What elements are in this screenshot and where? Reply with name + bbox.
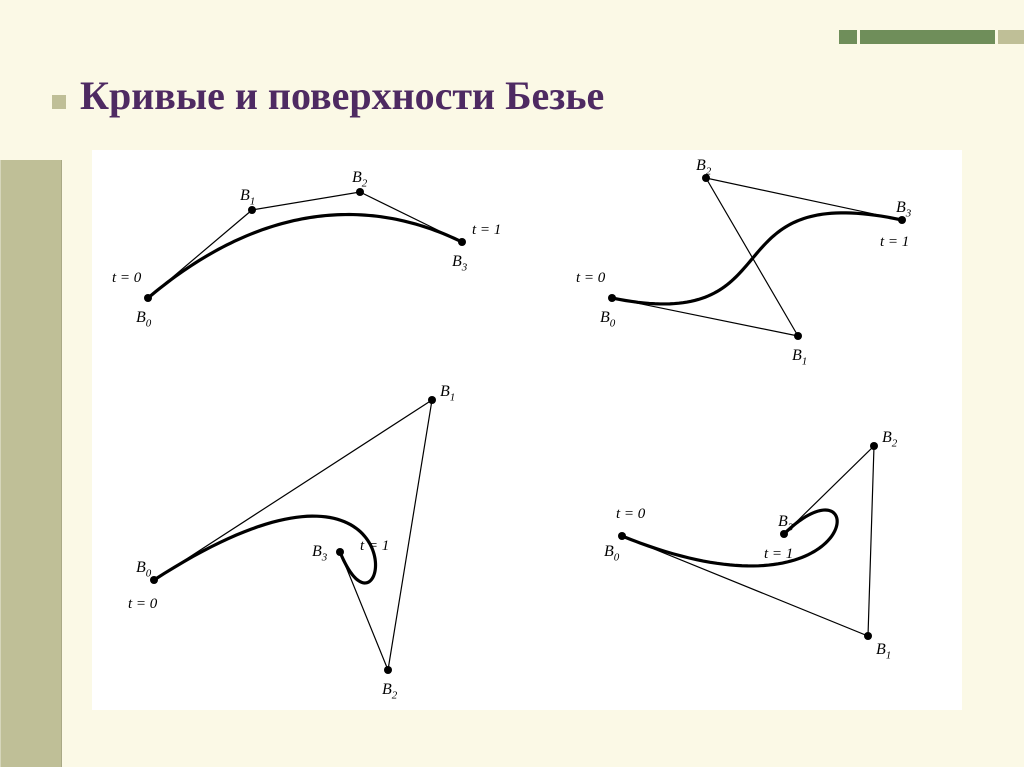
- d2-label-2: B2: [696, 157, 712, 177]
- d1-label-0: B0: [136, 309, 152, 329]
- d1-label-1: B1: [240, 187, 255, 207]
- d1-point-0: [144, 294, 152, 302]
- d3-point-1: [428, 396, 436, 404]
- d1-point-3: [458, 238, 466, 246]
- d4-label-1: B1: [876, 641, 891, 661]
- d3-control-polygon: [154, 400, 432, 670]
- slide-title: Кривые и поверхности Безье: [80, 72, 604, 119]
- d3: B0 B1 B2 B3 t = 0 t = 1: [128, 383, 455, 701]
- d3-point-3: [336, 548, 344, 556]
- d2-label-0: B0: [600, 309, 616, 329]
- d4-label-2: B2: [882, 429, 898, 449]
- accent-bar-2: [860, 30, 996, 44]
- d4: B0B1B2B3t = 0t = 1: [604, 429, 898, 661]
- bezier-figure: B0 B1 B2 B3 t = 0 t = 1 B0 B1 B2 B3 t = 0 t = 1 B0 B1…: [92, 150, 962, 710]
- d2-bezier-curve: [612, 213, 902, 304]
- d1-t0-label: t = 0: [112, 270, 142, 286]
- d3-label-1: B1: [440, 383, 455, 403]
- d3-point-2: [384, 666, 392, 674]
- accent-bars: [839, 30, 1024, 44]
- d1-bezier-curve: [148, 215, 462, 298]
- d2-control-polygon: [612, 178, 902, 336]
- d2-t0-label: t = 0: [576, 270, 606, 286]
- d4-control-polygon: [622, 446, 874, 636]
- d4-t1-label: t = 1: [764, 546, 793, 562]
- accent-bar-3: [998, 30, 1024, 44]
- d3-t0-label: t = 0: [128, 596, 158, 612]
- slide: Кривые и поверхности Безье B0 B1 B2 B3 t = 0…: [0, 0, 1024, 767]
- d4-point-1: [864, 632, 872, 640]
- d3-label-0: B0: [136, 559, 152, 579]
- d4-point-0: [618, 532, 626, 540]
- d2-label-3: B3: [896, 199, 912, 219]
- d3-label-2: B2: [382, 681, 398, 701]
- d1: B0 B1 B2 B3 t = 0 t = 1: [112, 169, 501, 329]
- title-bullet: [52, 95, 66, 109]
- d2: B0 B1 B2 B3 t = 0 t = 1: [576, 157, 912, 367]
- sidebar: [0, 160, 62, 767]
- d2-point-1: [794, 332, 802, 340]
- d3-t1-label: t = 1: [360, 538, 389, 554]
- bezier-svg: B0 B1 B2 B3 t = 0 t = 1 B0 B1 B2 B3 t = 0 t = 1 B0 B1…: [92, 150, 962, 710]
- d4-label-0: B0: [604, 543, 620, 563]
- d3-label-3: B3: [312, 543, 328, 563]
- d1-label-3: B3: [452, 253, 468, 273]
- d1-label-2: B2: [352, 169, 368, 189]
- d1-t1-label: t = 1: [472, 222, 501, 238]
- accent-bar-1: [839, 30, 857, 44]
- d4-t0-label: t = 0: [616, 506, 646, 522]
- d4-point-2: [870, 442, 878, 450]
- d2-point-0: [608, 294, 616, 302]
- d4-bezier-curve: [622, 510, 837, 566]
- d2-label-1: B1: [792, 347, 807, 367]
- d2-t1-label: t = 1: [880, 234, 909, 250]
- d1-control-polygon: [148, 192, 462, 298]
